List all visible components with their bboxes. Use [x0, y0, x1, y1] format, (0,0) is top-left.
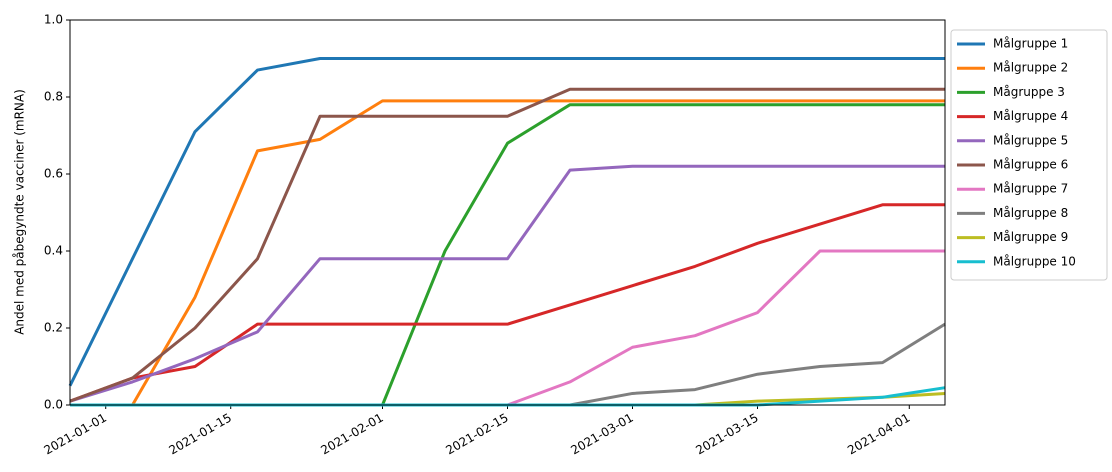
legend-label: Mågruppe 3: [993, 85, 1065, 99]
series-line: [68, 57, 945, 387]
legend-label: Målgruppe 8: [993, 206, 1068, 220]
x-tick-label: 2021-04-01: [845, 411, 912, 458]
legend-label: Målgruppe 9: [993, 230, 1068, 244]
x-tick-label: 2021-02-01: [318, 411, 385, 458]
x-tick-label: 2021-01-15: [167, 411, 234, 458]
legend-label: Målgruppe 1: [993, 37, 1068, 51]
series-line: [70, 391, 946, 407]
legend-label: Målgruppe 10: [993, 254, 1076, 268]
y-tick-label: 0.0: [44, 398, 63, 412]
series-line: [69, 87, 945, 403]
x-tick-label: 2021-03-01: [568, 411, 635, 458]
legend-label: Målgruppe 2: [993, 61, 1068, 75]
legend-label: Målgruppe 5: [993, 133, 1068, 147]
x-tick-label: 2021-01-01: [42, 411, 109, 458]
x-tick-label: 2021-02-15: [443, 411, 510, 458]
series-line: [69, 164, 945, 403]
y-tick-label: 0.2: [44, 321, 63, 335]
series-line: [70, 99, 945, 407]
y-tick-label: 0.8: [44, 90, 63, 104]
series-line: [69, 203, 945, 403]
y-axis-label: Andel med påbegyndte vacciner (mRNA): [13, 89, 27, 335]
legend-label: Målgruppe 6: [993, 158, 1068, 172]
legend-box: [950, 29, 1108, 281]
plot-frame: [69, 19, 946, 406]
series-line: [70, 249, 945, 407]
y-tick-label: 1.0: [44, 13, 63, 27]
series-line: [70, 386, 946, 407]
legend-label: Målgruppe 4: [993, 109, 1068, 123]
series-line: [70, 322, 946, 407]
legend-label: Målgruppe 7: [993, 182, 1068, 196]
series-line: [70, 103, 945, 407]
y-tick-label: 0.6: [44, 167, 63, 181]
x-tick-label: 2021-03-15: [693, 411, 760, 458]
y-tick-label: 0.4: [44, 244, 63, 258]
